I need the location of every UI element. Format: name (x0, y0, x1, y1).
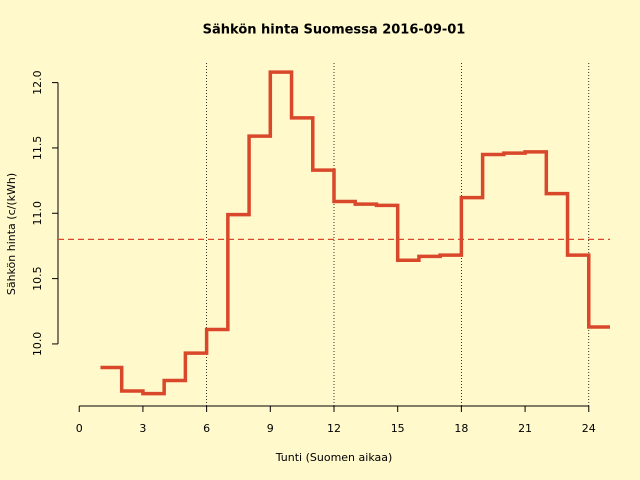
x-tick-label: 6 (203, 422, 210, 435)
x-tick-label: 24 (582, 422, 596, 435)
y-tick-label: 12.0 (31, 70, 44, 95)
y-axis-title: Sähkön hinta (c/(kWh) (5, 173, 18, 295)
y-tick-label: 10.5 (31, 266, 44, 291)
x-tick-label: 18 (454, 422, 468, 435)
x-axis-title: Tunti (Suomen aikaa) (275, 451, 393, 464)
y-tick-label: 11.5 (31, 136, 44, 161)
x-tick-label: 15 (391, 422, 405, 435)
x-tick-label: 0 (76, 422, 83, 435)
chart-title: Sähkön hinta Suomessa 2016-09-01 (203, 23, 466, 38)
x-tick-label: 9 (267, 422, 274, 435)
y-tick-label: 11.0 (31, 201, 44, 226)
y-tick-label: 10.0 (31, 332, 44, 357)
x-tick-label: 21 (518, 422, 532, 435)
x-tick-label: 3 (139, 422, 146, 435)
x-tick-label: 12 (327, 422, 341, 435)
price-line (100, 70, 610, 396)
